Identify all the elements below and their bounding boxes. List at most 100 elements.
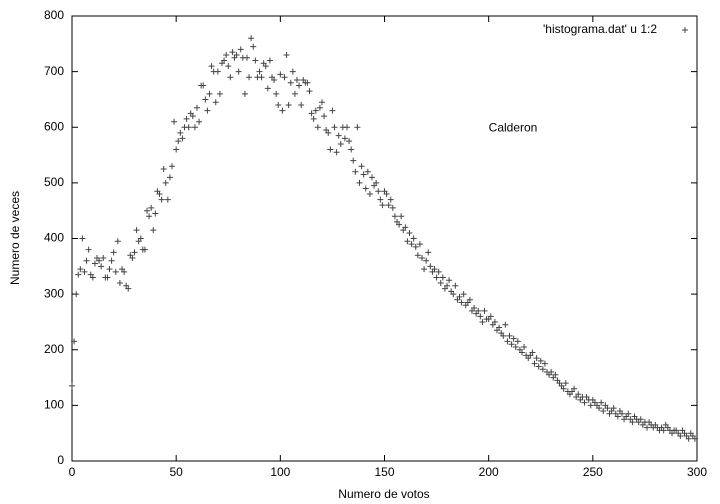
point: [541, 360, 548, 367]
point: [502, 321, 509, 328]
point: [312, 107, 319, 114]
point: [344, 124, 350, 131]
point: [356, 179, 363, 186]
point: [162, 179, 169, 186]
point: [481, 307, 488, 314]
point: [377, 196, 384, 203]
point: [433, 274, 440, 281]
point: [385, 202, 392, 209]
point: [496, 324, 503, 331]
point: [237, 46, 244, 53]
point: [587, 402, 594, 409]
point: [466, 296, 473, 303]
point: [625, 410, 632, 417]
plot-frame: [71, 15, 698, 462]
point: [191, 124, 198, 131]
point: [196, 118, 203, 125]
point: [175, 138, 182, 145]
x-tick-label: 150: [374, 465, 394, 479]
point: [362, 185, 369, 192]
point: [610, 405, 617, 412]
point: [189, 113, 196, 120]
x-tick-label: 200: [479, 465, 499, 479]
point: [404, 238, 411, 245]
point: [241, 90, 248, 97]
point: [235, 68, 242, 75]
point: [685, 435, 692, 442]
point: [273, 90, 280, 97]
point: [512, 343, 519, 350]
point: [379, 202, 386, 209]
point: [166, 174, 173, 181]
point: [279, 107, 286, 114]
y-tick-label: 400: [44, 231, 64, 245]
point: [160, 165, 167, 172]
point: [366, 191, 373, 197]
point: [439, 274, 446, 281]
point: [304, 79, 311, 86]
point: [319, 99, 325, 106]
point: [264, 85, 271, 92]
point: [212, 99, 219, 106]
point: [412, 243, 419, 250]
point: [258, 74, 265, 81]
point: [179, 135, 186, 142]
point: [460, 291, 467, 298]
point: [514, 338, 521, 345]
x-tick-label: 50: [169, 465, 183, 479]
y-axis-label: Numero de veces: [8, 191, 22, 285]
point: [677, 432, 684, 439]
point: [169, 163, 175, 170]
point: [164, 196, 171, 203]
point: [223, 51, 230, 58]
point: [510, 335, 517, 342]
point: [83, 257, 90, 264]
point: [287, 79, 294, 86]
y-tick-label: 700: [44, 64, 64, 78]
point: [227, 74, 234, 81]
point: [600, 407, 607, 414]
point: [529, 349, 536, 356]
point: [256, 68, 263, 75]
point: [262, 63, 269, 70]
point: [346, 138, 353, 145]
point: [252, 57, 259, 64]
point: [337, 140, 344, 147]
point: [537, 357, 544, 364]
point: [396, 221, 403, 228]
point: [352, 168, 359, 175]
point: [421, 266, 428, 273]
point: [477, 313, 484, 320]
point: [562, 380, 569, 387]
point: [141, 246, 148, 253]
point: [146, 213, 153, 220]
x-axis-label: Numero de votos: [338, 487, 429, 501]
point: [531, 360, 538, 367]
point: [637, 416, 644, 423]
point: [508, 341, 515, 348]
point: [79, 235, 86, 242]
point: [391, 213, 398, 220]
point: [369, 174, 375, 181]
point: [419, 254, 425, 261]
point: [69, 382, 75, 389]
point: [437, 280, 444, 286]
point: [310, 115, 317, 122]
point: [598, 399, 605, 406]
legend-label: 'histograma.dat' u 1:2: [543, 22, 657, 36]
point: [285, 102, 292, 108]
point: [452, 282, 459, 289]
point: [521, 343, 528, 350]
point: [100, 254, 107, 261]
point: [246, 74, 253, 81]
point: [298, 102, 305, 108]
point: [691, 435, 698, 442]
point: [327, 146, 334, 153]
point: [487, 313, 494, 320]
point: [619, 410, 625, 417]
point: [183, 115, 190, 122]
point: [158, 196, 165, 203]
x-tick-label: 250: [583, 465, 603, 479]
y-tick-label: 100: [44, 398, 64, 412]
